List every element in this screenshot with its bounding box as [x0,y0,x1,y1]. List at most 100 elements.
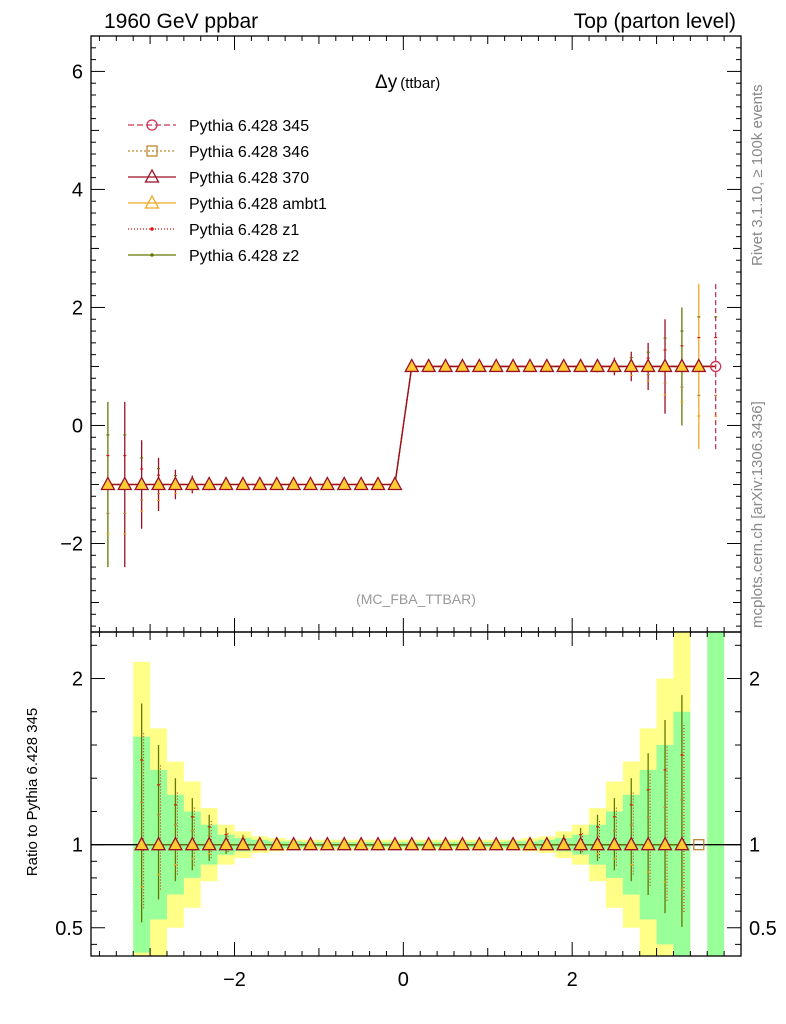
ratio-marker [488,836,504,851]
legend: Pythia 6.428 345 Pythia 6.428 346 Pythia 6… [128,118,327,265]
ratio-marker [454,836,471,851]
ratio-marker [505,836,521,851]
ratio-marker [252,836,268,851]
legend-label-z2: Pythia 6.428 z2 [189,248,299,265]
legend-label-s370: Pythia 6.428 370 [189,170,309,187]
series-line-ambt1 [107,365,716,486]
header-left: 1960 GeV ppbar [104,10,258,33]
legend-marker-z1 [150,227,154,231]
ratio-marker [657,836,673,851]
main-marker [471,358,487,373]
ratio-y-tick-label: 1 [72,835,83,857]
main-marker [589,358,606,373]
ratio-marker [471,836,487,851]
ratio-marker [150,836,167,851]
legend-marker-z2 [150,253,154,257]
main-marker [505,358,521,373]
ratio-marker [623,836,639,851]
ratio-points [134,695,690,927]
series-line-s370 [107,365,716,486]
ratio-marker-346 [693,839,705,851]
x-tick-label: −2 [223,969,246,991]
legend-label-s345: Pythia 6.428 345 [189,118,309,135]
ratio-marker [184,836,200,851]
ratio-marker [286,836,302,851]
main-marker [387,476,403,491]
main-marker [539,358,555,373]
ratio-frame [90,631,742,957]
main-marker [657,358,673,373]
main-marker [134,476,150,491]
main-title-sub: (ttbar) [400,75,440,92]
main-marker [606,358,622,373]
main-y-tick-label: −2 [60,533,83,555]
main-marker [674,358,690,373]
ratio-y-tick-label-right: 0.5 [749,918,777,940]
ratio-marker [421,836,437,851]
main-marker [421,358,437,373]
main-y-tick-label: 4 [72,179,83,201]
series-line-z2 [107,365,716,486]
legend-label-s346: Pythia 6.428 346 [189,144,309,161]
ratio-y-tick-label-right: 2 [749,669,760,691]
main-marker [556,358,572,373]
ratio-marker [589,836,606,851]
ratio-marker [640,836,656,851]
x-tick-label: 2 [567,969,578,991]
analysis-label: (MC_FBA_TTBAR) [356,591,476,607]
main-marker [286,476,302,491]
ratio-marker [201,836,217,851]
ratio-marker [336,836,352,851]
main-y-tick-label: 2 [72,297,83,319]
main-marker [454,358,471,373]
ratio-marker [606,836,622,851]
ratio-marker [218,836,234,851]
ratio-y-tick-label-right: 1 [749,835,760,857]
main-marker [691,358,707,373]
ratio-marker [235,836,251,851]
ratio-bands [133,632,725,956]
main-marker [302,476,319,491]
main-y-tick-label: 0 [72,415,83,437]
legend-marker-s370 [144,168,160,183]
main-marker [710,360,722,373]
main-plot: −2 0 2 4 6 [60,35,742,633]
main-marker [353,476,369,491]
main-marker [218,476,234,491]
main-marker [150,476,167,491]
main-marker [100,476,116,491]
legend-label-ambt1: Pythia 6.428 ambt1 [189,196,327,213]
main-marker [623,358,639,373]
ratio-marker [556,836,572,851]
main-marker [336,476,352,491]
x-tick-label: 0 [398,969,409,991]
main-marker [404,358,420,373]
legend-marker-s346 [146,145,158,157]
ratio-marker [573,836,589,851]
main-marker [252,476,268,491]
main-marker [117,476,133,491]
main-marker [184,476,200,491]
ratio-marker [134,836,150,851]
ratio-marker [539,836,555,851]
main-marker [488,358,504,373]
ratio-marker [353,836,369,851]
main-marker [167,476,184,491]
main-marker [319,476,335,491]
main-marker [201,476,217,491]
main-marker [235,476,251,491]
main-marker [269,476,285,491]
main-marker [640,358,656,373]
legend-marker-ambt1 [144,194,160,209]
ratio-marker [522,836,538,851]
legend-label-z1: Pythia 6.428 z1 [189,222,299,239]
ratio-marker [370,836,386,851]
series-line-s346 [107,365,716,486]
header-right: Top (parton level) [574,10,736,33]
main-title: Δy (ttbar) [375,72,440,93]
rivet-side-label: Rivet 3.1.10, ≥ 100k events [749,84,766,266]
ratio-marker [269,836,285,851]
ratio-marker [167,836,184,851]
ratio-band-green [707,632,725,956]
